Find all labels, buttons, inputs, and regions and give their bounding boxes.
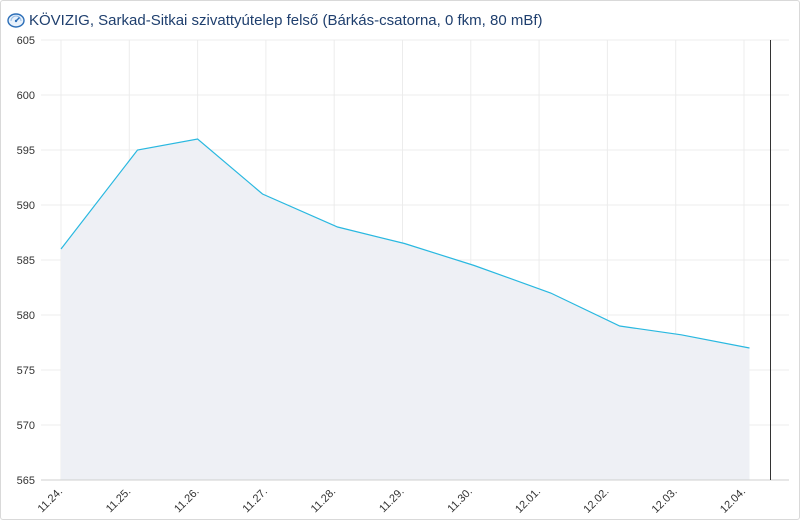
y-tick-label: 585 [17,255,35,267]
chart-header: KÖVIZIG, Sarkad-Sitkai szivattyútelep fe… [7,10,543,30]
y-axis-ticks: 565 570 575 580 585 590 595 600 605 [17,35,35,487]
y-tick-label: 575 [17,365,35,377]
x-tick-label: 11.26. [172,486,202,516]
y-tick-label: 600 [17,90,35,102]
y-tick-label: 570 [17,420,35,432]
x-tick-label: 12.04. [718,486,748,516]
x-tick-label: 11.24. [36,486,66,516]
x-axis-ticks: 11.24. 11.25. 11.26. 11.27. 11.28. 11.29. 11.3… [36,486,749,516]
x-tick-label: 12.03. [650,486,680,516]
x-tick-label: 11.28. [309,486,339,516]
x-tick-label: 12.02. [581,486,611,516]
y-tick-label: 590 [17,200,35,212]
series-area [61,139,750,480]
x-tick-label: 11.29. [377,486,407,516]
x-tick-label: 11.30. [445,486,475,516]
y-tick-label: 565 [17,475,35,487]
y-tick-label: 580 [17,310,35,322]
gauge-icon [7,11,25,29]
x-tick-label: 11.25. [104,486,134,516]
series-line [60,138,750,349]
x-tick-label: 11.27. [240,486,270,516]
chart-title: KÖVIZIG, Sarkad-Sitkai szivattyútelep fe… [29,11,543,29]
x-tick-label: 12.01. [513,486,543,516]
y-tick-label: 605 [17,35,35,47]
y-tick-label: 595 [17,145,35,157]
